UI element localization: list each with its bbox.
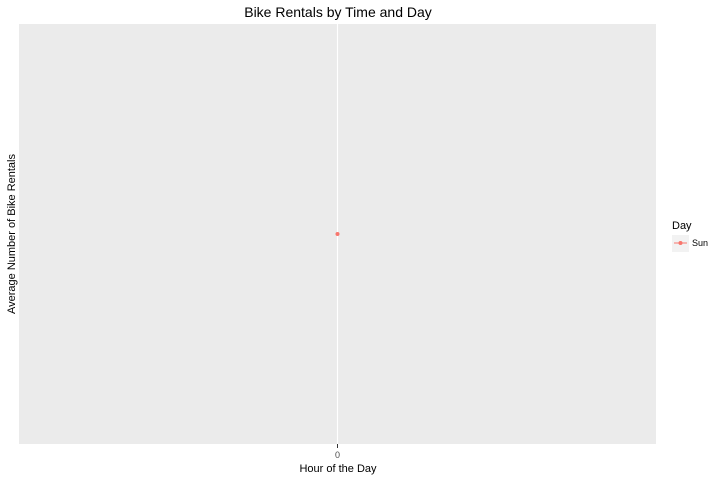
y-axis-title: Average Number of Bike Rentals bbox=[6, 154, 18, 314]
chart-title: Bike Rentals by Time and Day bbox=[244, 4, 432, 20]
data-point-0-0 bbox=[335, 232, 340, 236]
legend: Day Sun bbox=[672, 220, 708, 252]
series-layer bbox=[335, 232, 340, 236]
legend-key-point-0 bbox=[678, 241, 683, 245]
legend-items: Sun bbox=[672, 235, 708, 252]
x-axis-ticks: 0 bbox=[335, 444, 340, 460]
x-tick-label-0: 0 bbox=[335, 450, 340, 460]
x-axis-title: Hour of the Day bbox=[299, 463, 377, 475]
legend-label-0: Sun bbox=[692, 238, 708, 248]
legend-title: Day bbox=[672, 220, 692, 232]
